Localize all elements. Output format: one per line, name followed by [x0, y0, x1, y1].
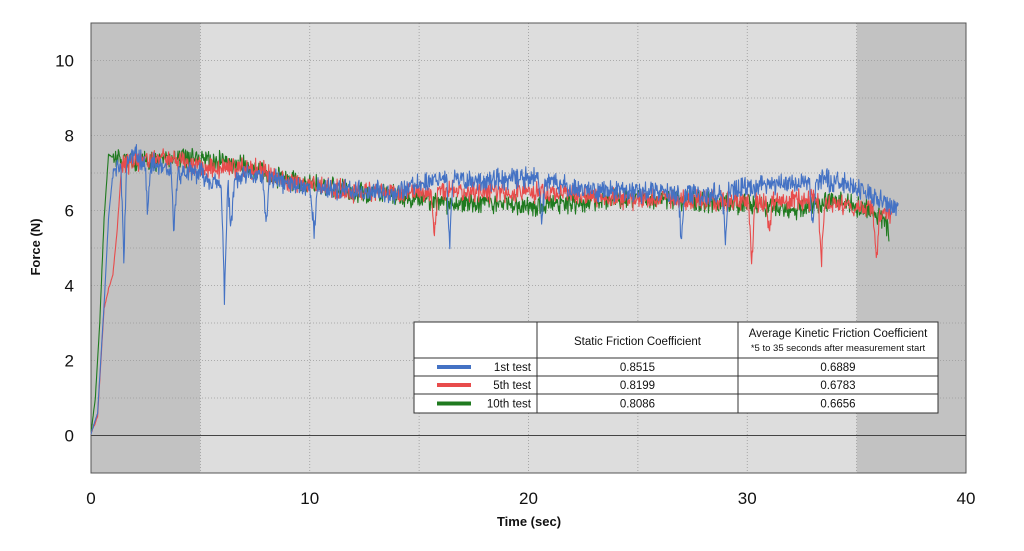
kinetic-value: 0.6783 — [820, 380, 855, 392]
header-kinetic-friction: Average Kinetic Friction Coefficient — [749, 328, 928, 340]
legend-label: 10th test — [487, 399, 532, 411]
y-tick-label: 2 — [65, 352, 74, 371]
x-tick-label: 10 — [300, 489, 319, 508]
series-line-5th-test — [90, 148, 893, 435]
legend-label: 1st test — [494, 362, 532, 374]
y-tick-label: 10 — [55, 52, 74, 71]
x-tick-label: 20 — [519, 489, 538, 508]
static-value: 0.8515 — [620, 362, 655, 374]
static-value: 0.8199 — [620, 380, 655, 392]
results-table — [413, 321, 939, 414]
x-tick-label: 30 — [738, 489, 757, 508]
y-tick-label: 6 — [65, 202, 74, 221]
x-tick-label: 40 — [957, 489, 976, 508]
header-kinetic-note: *5 to 35 seconds after measurement start — [751, 343, 926, 354]
kinetic-value: 0.6889 — [820, 362, 855, 374]
x-tick-label: 0 — [86, 489, 95, 508]
static-value: 0.8086 — [620, 399, 655, 411]
y-tick-label: 8 — [65, 127, 74, 146]
kinetic-value: 0.6656 — [820, 399, 855, 411]
y-tick-label: 0 — [65, 427, 74, 446]
series-line-1st-test — [90, 144, 899, 435]
legend-label: 5th test — [493, 380, 532, 392]
y-tick-label: 4 — [65, 277, 74, 296]
x-axis-title: Time (sec) — [497, 514, 561, 529]
header-static-friction: Static Friction Coefficient — [574, 336, 702, 348]
plot-frame — [90, 22, 967, 474]
y-axis-title: Force (N) — [28, 218, 43, 275]
